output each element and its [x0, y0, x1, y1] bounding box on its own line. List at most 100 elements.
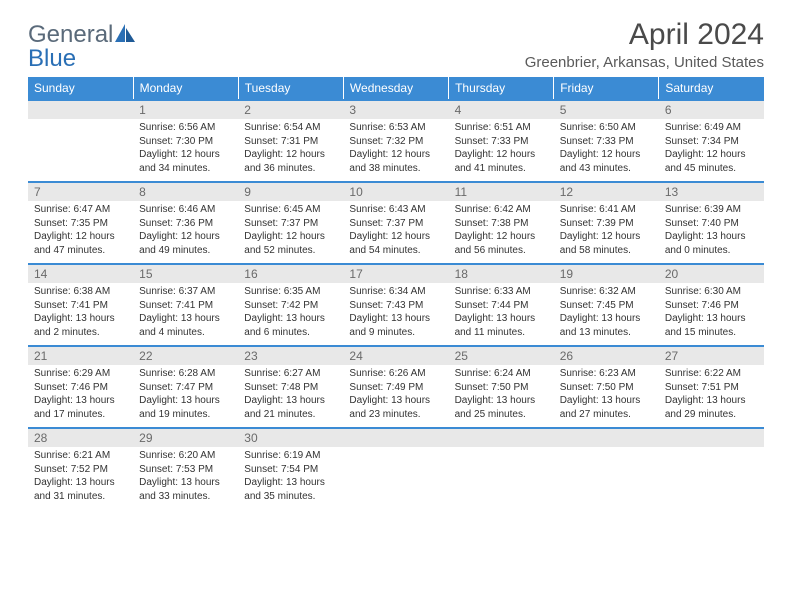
dow-tuesday: Tuesday	[238, 77, 343, 100]
day-sunrise: Sunrise: 6:49 AM	[665, 121, 758, 135]
day-cell: 30Sunrise: 6:19 AMSunset: 7:54 PMDayligh…	[238, 428, 343, 509]
day-info: Sunrise: 6:54 AMSunset: 7:31 PMDaylight:…	[238, 119, 343, 181]
week-row: 7Sunrise: 6:47 AMSunset: 7:35 PMDaylight…	[28, 182, 764, 264]
day-info: Sunrise: 6:37 AMSunset: 7:41 PMDaylight:…	[133, 283, 238, 345]
day-number: 20	[659, 265, 764, 283]
day-daylight2: and 52 minutes.	[244, 244, 337, 258]
dow-sunday: Sunday	[28, 77, 133, 100]
day-sunrise: Sunrise: 6:33 AM	[455, 285, 548, 299]
day-number: 21	[28, 347, 133, 365]
day-daylight2: and 0 minutes.	[665, 244, 758, 258]
day-sunrise: Sunrise: 6:26 AM	[349, 367, 442, 381]
day-daylight1: Daylight: 12 hours	[560, 148, 653, 162]
day-info: Sunrise: 6:24 AMSunset: 7:50 PMDaylight:…	[449, 365, 554, 427]
day-daylight2: and 11 minutes.	[455, 326, 548, 340]
day-sunrise: Sunrise: 6:39 AM	[665, 203, 758, 217]
day-cell: 17Sunrise: 6:34 AMSunset: 7:43 PMDayligh…	[343, 264, 448, 346]
day-cell: 8Sunrise: 6:46 AMSunset: 7:36 PMDaylight…	[133, 182, 238, 264]
day-info: Sunrise: 6:33 AMSunset: 7:44 PMDaylight:…	[449, 283, 554, 345]
week-row: 1Sunrise: 6:56 AMSunset: 7:30 PMDaylight…	[28, 100, 764, 182]
day-number: 2	[238, 101, 343, 119]
location-text: Greenbrier, Arkansas, United States	[525, 54, 764, 71]
day-sunrise: Sunrise: 6:23 AM	[560, 367, 653, 381]
day-sunset: Sunset: 7:34 PM	[665, 135, 758, 149]
day-daylight1: Daylight: 13 hours	[560, 394, 653, 408]
day-sunrise: Sunrise: 6:41 AM	[560, 203, 653, 217]
week-row: 21Sunrise: 6:29 AMSunset: 7:46 PMDayligh…	[28, 346, 764, 428]
day-sunset: Sunset: 7:48 PM	[244, 381, 337, 395]
day-info	[28, 119, 133, 177]
day-info: Sunrise: 6:21 AMSunset: 7:52 PMDaylight:…	[28, 447, 133, 509]
day-daylight1: Daylight: 13 hours	[349, 312, 442, 326]
day-daylight2: and 41 minutes.	[455, 162, 548, 176]
day-info	[343, 447, 448, 505]
day-sunset: Sunset: 7:31 PM	[244, 135, 337, 149]
day-sunrise: Sunrise: 6:30 AM	[665, 285, 758, 299]
day-daylight1: Daylight: 12 hours	[665, 148, 758, 162]
day-cell: 7Sunrise: 6:47 AMSunset: 7:35 PMDaylight…	[28, 182, 133, 264]
day-daylight1: Daylight: 12 hours	[560, 230, 653, 244]
day-daylight1: Daylight: 12 hours	[455, 148, 548, 162]
day-daylight2: and 17 minutes.	[34, 408, 127, 422]
day-sunset: Sunset: 7:45 PM	[560, 299, 653, 313]
day-cell: 22Sunrise: 6:28 AMSunset: 7:47 PMDayligh…	[133, 346, 238, 428]
day-number: 25	[449, 347, 554, 365]
day-daylight1: Daylight: 13 hours	[455, 312, 548, 326]
brand-text: General Blue	[28, 22, 135, 71]
day-info	[449, 447, 554, 505]
brand-part2: Blue	[28, 45, 76, 72]
day-number: 5	[554, 101, 659, 119]
day-number: 4	[449, 101, 554, 119]
day-sunrise: Sunrise: 6:42 AM	[455, 203, 548, 217]
day-number	[659, 429, 764, 447]
day-daylight1: Daylight: 13 hours	[34, 476, 127, 490]
day-sunrise: Sunrise: 6:24 AM	[455, 367, 548, 381]
day-daylight2: and 9 minutes.	[349, 326, 442, 340]
day-daylight2: and 43 minutes.	[560, 162, 653, 176]
day-daylight2: and 25 minutes.	[455, 408, 548, 422]
day-number: 15	[133, 265, 238, 283]
day-number: 8	[133, 183, 238, 201]
title-block: April 2024 Greenbrier, Arkansas, United …	[525, 18, 764, 71]
day-sunset: Sunset: 7:43 PM	[349, 299, 442, 313]
day-number: 11	[449, 183, 554, 201]
day-sunset: Sunset: 7:32 PM	[349, 135, 442, 149]
day-sunrise: Sunrise: 6:28 AM	[139, 367, 232, 381]
day-number: 26	[554, 347, 659, 365]
day-cell: 9Sunrise: 6:45 AMSunset: 7:37 PMDaylight…	[238, 182, 343, 264]
month-title: April 2024	[525, 18, 764, 52]
day-daylight1: Daylight: 12 hours	[349, 230, 442, 244]
day-cell: 11Sunrise: 6:42 AMSunset: 7:38 PMDayligh…	[449, 182, 554, 264]
day-cell: 16Sunrise: 6:35 AMSunset: 7:42 PMDayligh…	[238, 264, 343, 346]
day-info: Sunrise: 6:50 AMSunset: 7:33 PMDaylight:…	[554, 119, 659, 181]
day-sunset: Sunset: 7:46 PM	[665, 299, 758, 313]
header: General Blue April 2024 Greenbrier, Arka…	[28, 18, 764, 71]
day-daylight2: and 58 minutes.	[560, 244, 653, 258]
day-daylight2: and 47 minutes.	[34, 244, 127, 258]
day-sunset: Sunset: 7:33 PM	[560, 135, 653, 149]
day-number: 19	[554, 265, 659, 283]
day-sunset: Sunset: 7:46 PM	[34, 381, 127, 395]
day-cell	[343, 428, 448, 509]
day-sunset: Sunset: 7:41 PM	[34, 299, 127, 313]
day-cell: 25Sunrise: 6:24 AMSunset: 7:50 PMDayligh…	[449, 346, 554, 428]
day-sunset: Sunset: 7:53 PM	[139, 463, 232, 477]
brand-logo: General Blue	[28, 22, 135, 71]
day-daylight1: Daylight: 12 hours	[139, 230, 232, 244]
day-sunset: Sunset: 7:50 PM	[455, 381, 548, 395]
day-sunrise: Sunrise: 6:20 AM	[139, 449, 232, 463]
day-info: Sunrise: 6:32 AMSunset: 7:45 PMDaylight:…	[554, 283, 659, 345]
day-cell: 26Sunrise: 6:23 AMSunset: 7:50 PMDayligh…	[554, 346, 659, 428]
day-of-week-row: Sunday Monday Tuesday Wednesday Thursday…	[28, 77, 764, 100]
day-cell: 3Sunrise: 6:53 AMSunset: 7:32 PMDaylight…	[343, 100, 448, 182]
day-daylight1: Daylight: 13 hours	[665, 230, 758, 244]
day-sunset: Sunset: 7:44 PM	[455, 299, 548, 313]
day-sunset: Sunset: 7:52 PM	[34, 463, 127, 477]
day-cell: 24Sunrise: 6:26 AMSunset: 7:49 PMDayligh…	[343, 346, 448, 428]
day-sunset: Sunset: 7:38 PM	[455, 217, 548, 231]
day-sunrise: Sunrise: 6:46 AM	[139, 203, 232, 217]
day-sunrise: Sunrise: 6:51 AM	[455, 121, 548, 135]
day-info: Sunrise: 6:42 AMSunset: 7:38 PMDaylight:…	[449, 201, 554, 263]
day-sunset: Sunset: 7:39 PM	[560, 217, 653, 231]
day-sunrise: Sunrise: 6:37 AM	[139, 285, 232, 299]
